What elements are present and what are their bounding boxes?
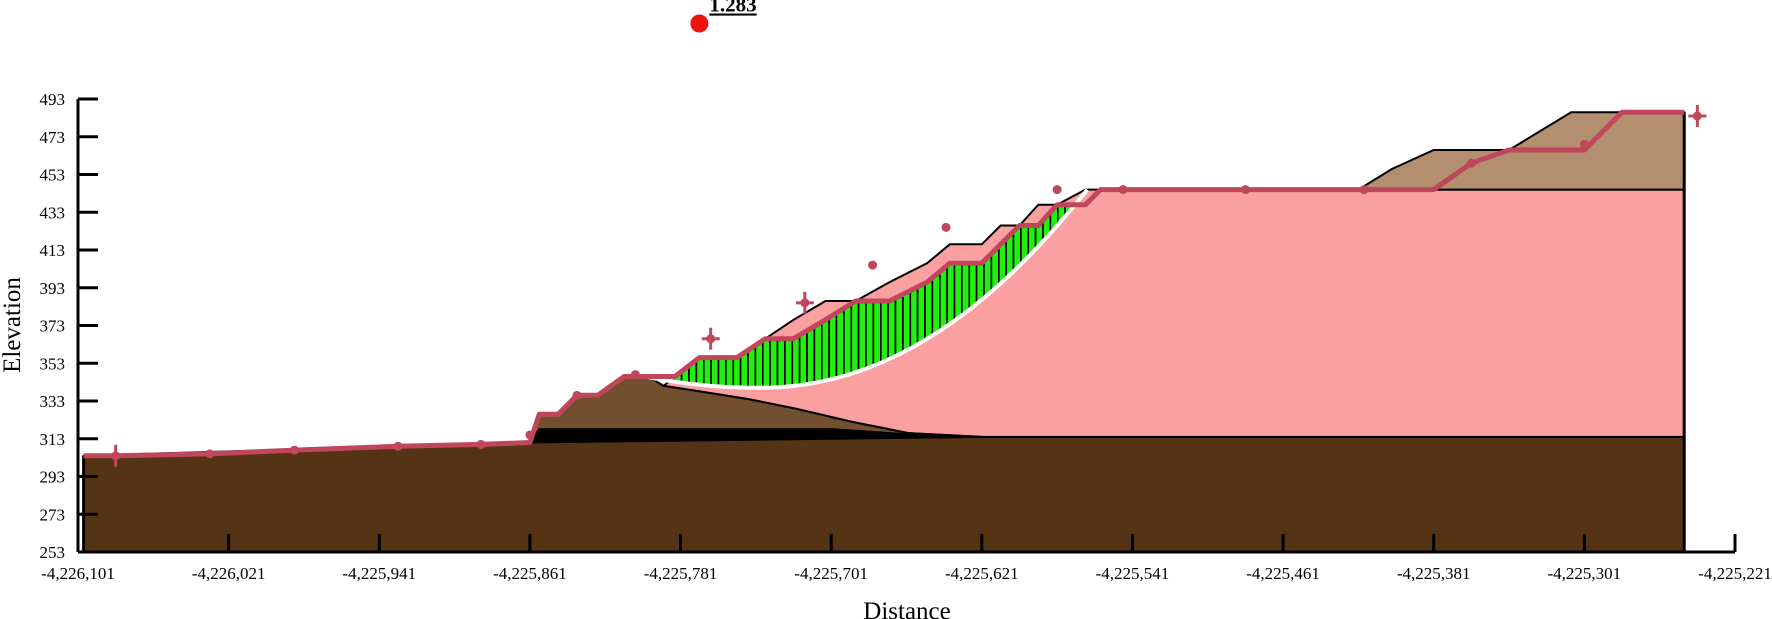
surface-point: [1240, 185, 1250, 195]
factor-of-safety-marker: 1.283: [690, 0, 757, 33]
slice: [791, 333, 801, 388]
y-tick-label: 393: [40, 279, 66, 298]
y-tick-label: 253: [40, 543, 66, 562]
slice: [961, 262, 971, 317]
surface-point: [1466, 158, 1476, 168]
slice: [924, 276, 934, 342]
slice: [776, 337, 786, 389]
slip-surface-line: [644, 188, 1089, 390]
surface-point: [205, 449, 215, 459]
slice: [916, 281, 926, 346]
x-tick-label: -4,225,301: [1548, 564, 1622, 583]
slice: [702, 356, 712, 387]
region-bedrock: [82, 435, 1686, 553]
slice: [835, 306, 845, 380]
x-tick-label: -4,226,101: [41, 564, 115, 583]
x-tick-label: -4,225,861: [493, 564, 567, 583]
slice: [902, 289, 912, 354]
y-tick-label: 353: [40, 354, 66, 373]
y-tick-label: 473: [40, 128, 66, 147]
slice: [761, 337, 771, 389]
axes: -4,226,101 -4,226,021 -4,225,941 -4,225,861…: [40, 90, 1772, 583]
surface-point: [476, 439, 486, 449]
surface-point: [1579, 139, 1589, 149]
x-tick-label: -4,225,381: [1397, 564, 1471, 583]
surface-point: [1118, 185, 1128, 195]
slice: [865, 300, 875, 370]
slip-surface: [644, 188, 1089, 390]
x-tick-label: -4,225,941: [342, 564, 416, 583]
slice: [820, 316, 830, 383]
surface-point: [393, 441, 403, 451]
y-tick-label: 413: [40, 241, 66, 260]
surface-point: [941, 222, 951, 232]
slice: [725, 356, 735, 389]
x-tick-label: -4,225,221: [1698, 564, 1772, 583]
y-tick-label: 373: [40, 317, 66, 336]
y-tick-label: 313: [40, 430, 66, 449]
x-tick-label: -4,225,461: [1246, 564, 1320, 583]
slice: [909, 285, 919, 350]
y-tick-label: 433: [40, 203, 66, 222]
surface-point: [290, 445, 300, 455]
slice: [784, 337, 794, 388]
region-pink-material: [661, 188, 1686, 438]
slice: [931, 269, 941, 337]
x-tick-label: -4,226,021: [192, 564, 266, 583]
factor-of-safety-dot: [690, 14, 709, 33]
x-axis-label: Distance: [863, 598, 950, 619]
surface-point: [525, 430, 535, 440]
x-tick-label: -4,225,621: [945, 564, 1019, 583]
x-tick-label: -4,225,781: [644, 564, 718, 583]
slice: [769, 337, 779, 389]
slice: [857, 300, 867, 373]
slice: [717, 356, 727, 388]
surface-point: [572, 390, 582, 400]
surface-point: [630, 370, 640, 380]
slice: [710, 356, 720, 388]
slice: [843, 302, 853, 377]
surface-point: [1052, 185, 1062, 195]
slice: [946, 262, 956, 328]
surface-point: [868, 260, 878, 270]
y-tick-label: 273: [40, 505, 66, 524]
slice: [872, 300, 882, 367]
slice: [850, 299, 860, 375]
y-axis-label: Elevation: [0, 277, 26, 373]
y-tick-label: 293: [40, 468, 66, 487]
y-tick-label: 453: [40, 166, 66, 185]
slice: [887, 296, 897, 361]
y-tick-label: 333: [40, 392, 66, 411]
slice: [806, 324, 816, 386]
factor-of-safety-label: 1.283: [709, 0, 756, 17]
y-tick-label: 493: [40, 90, 66, 109]
x-tick-label: -4,225,541: [1096, 564, 1170, 583]
region-dark-seam: [527, 428, 947, 442]
slice: [798, 329, 808, 387]
x-tick-label: -4,225,701: [794, 564, 868, 583]
slice: [938, 263, 948, 333]
slice: [828, 311, 838, 381]
slice: [813, 320, 823, 384]
surface-point: [1359, 185, 1369, 195]
ground-surface: [83, 104, 1707, 467]
slice: [953, 262, 963, 323]
slice: [879, 300, 889, 365]
slice: [894, 293, 904, 358]
